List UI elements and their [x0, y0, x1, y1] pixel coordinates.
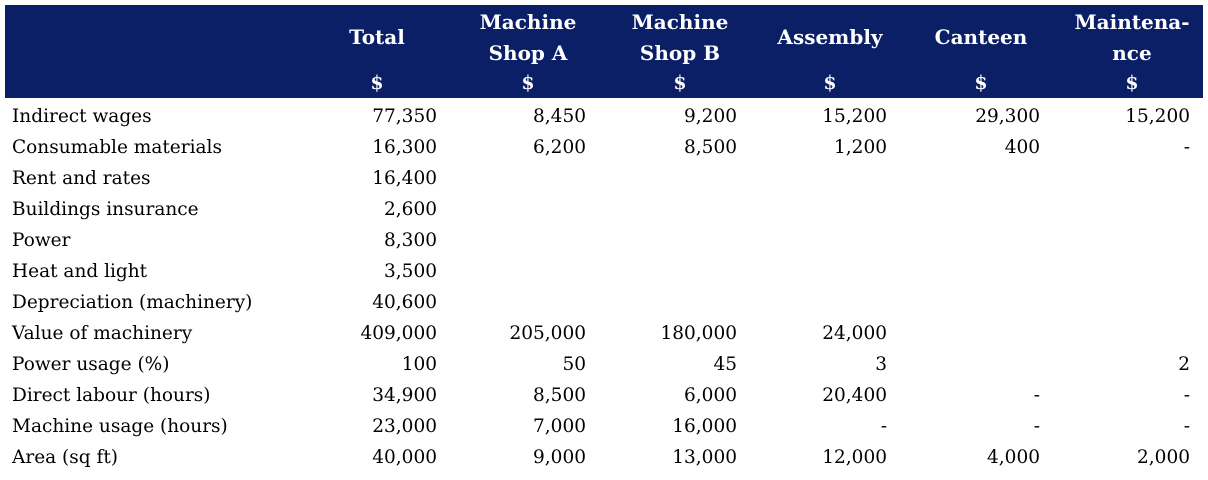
column-header: Canteen [934, 25, 1028, 49]
cell-value: - [1033, 385, 1040, 406]
row-label: Power [12, 230, 71, 251]
cell-value: 9,000 [533, 447, 586, 468]
header-band [5, 5, 1203, 98]
cell-value: 409,000 [360, 323, 437, 344]
cell-value: 77,350 [372, 106, 437, 127]
row-label: Machine usage (hours) [12, 416, 228, 437]
cell-value: 24,000 [822, 323, 887, 344]
cell-value: 15,200 [1125, 106, 1190, 127]
cell-value: 20,400 [822, 385, 887, 406]
currency-unit: $ [521, 72, 535, 94]
column-header: Assembly [777, 25, 883, 49]
cell-value: 16,000 [672, 416, 737, 437]
cell-value: 40,600 [372, 292, 437, 313]
cell-value: - [1183, 137, 1190, 158]
cell-value: 6,200 [533, 137, 586, 158]
column-header: Total [349, 25, 405, 49]
cell-value: - [880, 416, 887, 437]
cell-value: 2,600 [384, 199, 437, 220]
cell-value: 6,000 [684, 385, 737, 406]
cell-value: 23,000 [372, 416, 437, 437]
column-header: Machine [479, 10, 577, 34]
row-label: Consumable materials [12, 137, 222, 158]
cell-value: 16,400 [372, 168, 437, 189]
cell-value: 2,000 [1137, 447, 1190, 468]
column-header: Machine [631, 10, 729, 34]
column-header: Shop A [488, 41, 568, 65]
cell-value: 34,900 [372, 385, 437, 406]
cell-value: 3,500 [384, 261, 437, 282]
cell-value: 4,000 [987, 447, 1040, 468]
cell-value: 2 [1178, 354, 1190, 375]
cell-value: 13,000 [672, 447, 737, 468]
cell-value: 50 [562, 354, 586, 375]
cell-value: 8,450 [533, 106, 586, 127]
cell-value: 100 [401, 354, 437, 375]
row-label: Rent and rates [12, 168, 151, 189]
row-label: Power usage (%) [12, 354, 170, 375]
cell-value: 205,000 [509, 323, 586, 344]
cell-value: 7,000 [533, 416, 586, 437]
cell-value: 45 [713, 354, 737, 375]
cell-value: 12,000 [822, 447, 887, 468]
column-header: Maintena- [1074, 10, 1190, 34]
row-label: Value of machinery [12, 323, 193, 344]
cell-value: - [1183, 416, 1190, 437]
row-label: Depreciation (machinery) [12, 292, 253, 313]
cell-value: 9,200 [684, 106, 737, 127]
cell-value: 8,500 [684, 137, 737, 158]
currency-unit: $ [370, 72, 384, 94]
cell-value: 3 [875, 354, 887, 375]
cell-value: 16,300 [372, 137, 437, 158]
cell-value: 15,200 [822, 106, 887, 127]
currency-unit: $ [1125, 72, 1139, 94]
column-header: Shop B [639, 41, 721, 65]
currency-unit: $ [974, 72, 988, 94]
row-label: Buildings insurance [12, 199, 199, 220]
row-label: Indirect wages [12, 106, 152, 127]
cell-value: 180,000 [660, 323, 737, 344]
row-label: Heat and light [12, 261, 148, 282]
currency-unit: $ [823, 72, 837, 94]
cell-value: 29,300 [975, 106, 1040, 127]
cell-value: - [1183, 385, 1190, 406]
row-label: Direct labour (hours) [12, 385, 211, 406]
row-label: Area (sq ft) [12, 447, 118, 468]
cell-value: 8,300 [384, 230, 437, 251]
cell-value: - [1033, 416, 1040, 437]
cell-value: 8,500 [533, 385, 586, 406]
column-header: nce [1112, 41, 1152, 65]
cell-value: 1,200 [834, 137, 887, 158]
cell-value: 400 [1004, 137, 1040, 158]
cell-value: 40,000 [372, 447, 437, 468]
currency-unit: $ [673, 72, 687, 94]
